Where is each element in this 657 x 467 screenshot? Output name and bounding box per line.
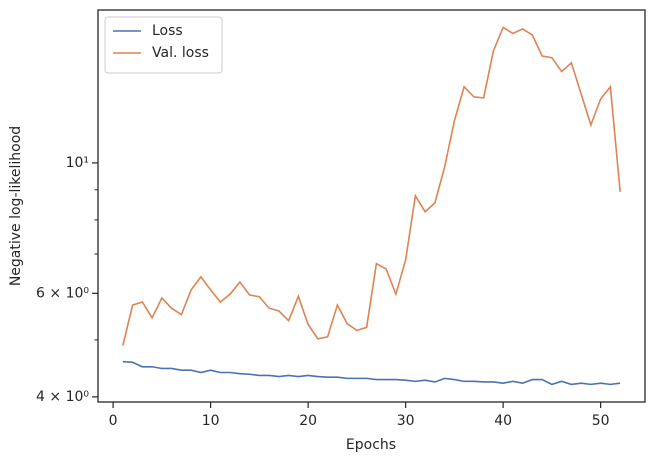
x-tick-label: 50 (592, 413, 610, 429)
x-axis-label: Epochs (346, 437, 396, 453)
legend-label: Loss (152, 23, 183, 39)
x-tick-label: 10 (202, 413, 220, 429)
y-tick-label: 6 × 10⁰ (36, 285, 89, 301)
legend: Loss Val. loss (104, 16, 223, 74)
plot-frame (97, 9, 646, 403)
y-tick-label: 4 × 10⁰ (36, 389, 89, 405)
x-tick-label: 30 (397, 413, 415, 429)
x-tick-label: 40 (494, 413, 512, 429)
y-tick-label: 10¹ (66, 155, 89, 171)
series-line (122, 360, 621, 386)
series-line (122, 26, 621, 346)
x-tick-label: 20 (299, 413, 317, 429)
y-axis-label: Negative log-likelihood (8, 126, 24, 286)
legend-label: Val. loss (152, 45, 209, 61)
x-tick-label: 0 (109, 413, 118, 429)
